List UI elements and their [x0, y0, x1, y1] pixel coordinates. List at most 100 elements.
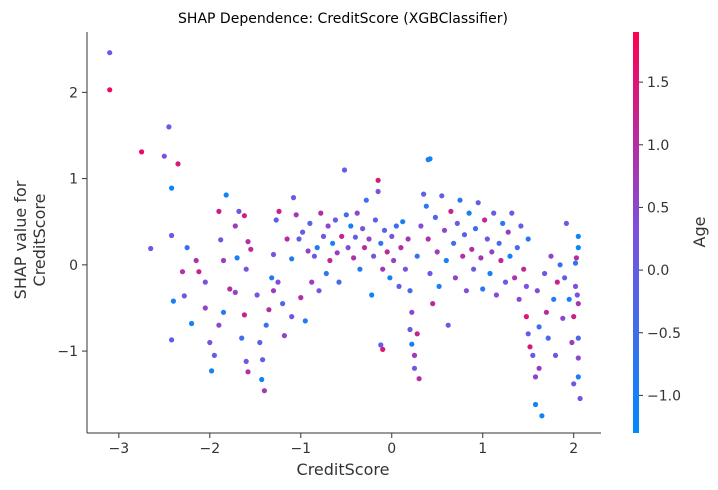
colorbar-tick-label: 0.0	[647, 263, 669, 279]
scatter-point	[181, 293, 187, 299]
scatter-point	[284, 236, 290, 242]
scatter-point	[451, 240, 457, 246]
y-tick-label: −1	[57, 344, 78, 360]
scatter-point	[234, 255, 240, 261]
scatter-point	[202, 305, 208, 311]
scatter-point	[575, 301, 581, 307]
scatter-point	[532, 401, 539, 408]
scatter-point	[366, 236, 372, 242]
scatter-point	[554, 279, 560, 285]
scatter-point	[534, 288, 540, 294]
scatter-point	[493, 292, 499, 298]
scatter-point	[378, 342, 384, 348]
scatter-point	[361, 245, 368, 251]
x-tick-label: −1	[290, 441, 311, 457]
y-tick-label: 1	[69, 172, 78, 188]
colorbar-tick-label: −0.5	[647, 326, 681, 342]
scatter-point	[562, 275, 568, 281]
scatter-point	[571, 381, 577, 387]
scatter-point	[209, 368, 215, 374]
scatter-point	[325, 223, 331, 229]
scatter-point	[516, 296, 522, 302]
scatter-point	[411, 365, 418, 371]
scatter-point	[243, 266, 249, 272]
scatter-point	[536, 324, 542, 330]
scatter-point	[441, 227, 448, 233]
scatter-point	[196, 269, 202, 275]
scatter-point	[239, 335, 245, 341]
scatter-point	[411, 352, 418, 358]
scatter-point	[169, 185, 175, 191]
scatter-point	[445, 322, 451, 328]
scatter-point	[375, 177, 381, 183]
scatter-point	[575, 355, 581, 361]
scatter-point	[427, 156, 433, 162]
scatter-point	[560, 315, 566, 321]
scatter-point	[300, 229, 306, 235]
y-axis-title-line-2: CreditScore	[30, 194, 49, 287]
scatter-point	[571, 314, 577, 320]
scatter-point	[269, 275, 275, 281]
x-tick-label: −3	[109, 441, 130, 457]
scatter-point	[460, 253, 466, 259]
scatter-point	[263, 322, 269, 328]
chart-title: SHAP Dependence: CreditScore (XGBClassif…	[178, 11, 508, 27]
scatter-point	[487, 270, 493, 277]
colorbar-tick-label: 1.5	[647, 75, 669, 91]
scatter-point	[354, 210, 360, 216]
scatter-point	[169, 337, 175, 343]
x-axis-title: CreditScore	[297, 460, 390, 479]
scatter-point	[452, 275, 458, 281]
colorbar-tick-label: −1.0	[647, 388, 681, 404]
y-axis-title-line-1: SHAP value for	[11, 180, 30, 299]
scatter-point	[542, 270, 548, 277]
scatter-point	[254, 292, 260, 298]
scatter-point	[273, 217, 279, 223]
scatter-point	[425, 236, 431, 242]
scatter-point	[257, 339, 263, 346]
scatter-point	[314, 245, 320, 251]
scatter-point	[484, 236, 490, 242]
scatter-point	[457, 197, 463, 203]
scatter-point	[393, 223, 399, 229]
scatter-point	[543, 309, 550, 315]
scatter-point	[320, 233, 327, 239]
scatter-point	[241, 213, 247, 219]
scatter-point	[489, 249, 495, 255]
scatter-point	[496, 240, 502, 246]
scatter-point	[227, 286, 233, 292]
scatter-point	[518, 223, 524, 229]
scatter-point	[575, 374, 581, 380]
scatter-point	[259, 376, 265, 383]
scatter-point	[552, 352, 559, 358]
scatter-point	[293, 212, 299, 218]
scatter-point	[336, 279, 342, 285]
colorbar	[633, 32, 639, 433]
x-tick-label: −2	[199, 441, 220, 457]
scatter-point	[334, 250, 340, 256]
scatter-point	[243, 358, 249, 364]
scatter-point	[296, 236, 302, 242]
scatter-point	[409, 309, 415, 315]
scatter-point	[469, 246, 475, 252]
scatter-point	[557, 262, 563, 268]
scatter-point	[169, 232, 175, 239]
scatter-point	[343, 212, 349, 218]
scatter-point	[405, 236, 411, 242]
scatter-point	[507, 253, 513, 259]
y-axis-title: SHAP value for CreditScore	[11, 180, 49, 299]
scatter-point	[223, 192, 229, 198]
scatter-point	[218, 237, 224, 243]
scatter-point	[216, 322, 222, 328]
x-tick-label: 1	[478, 441, 487, 457]
scatter-point	[369, 292, 375, 298]
scatter-point	[402, 266, 408, 272]
scatter-point	[500, 220, 506, 226]
scatter-point	[443, 257, 449, 264]
scatter-point	[266, 307, 272, 313]
scatter-point	[387, 275, 393, 281]
scatter-point	[307, 220, 313, 226]
scatter-point	[107, 50, 113, 56]
scatter-point	[207, 339, 213, 346]
